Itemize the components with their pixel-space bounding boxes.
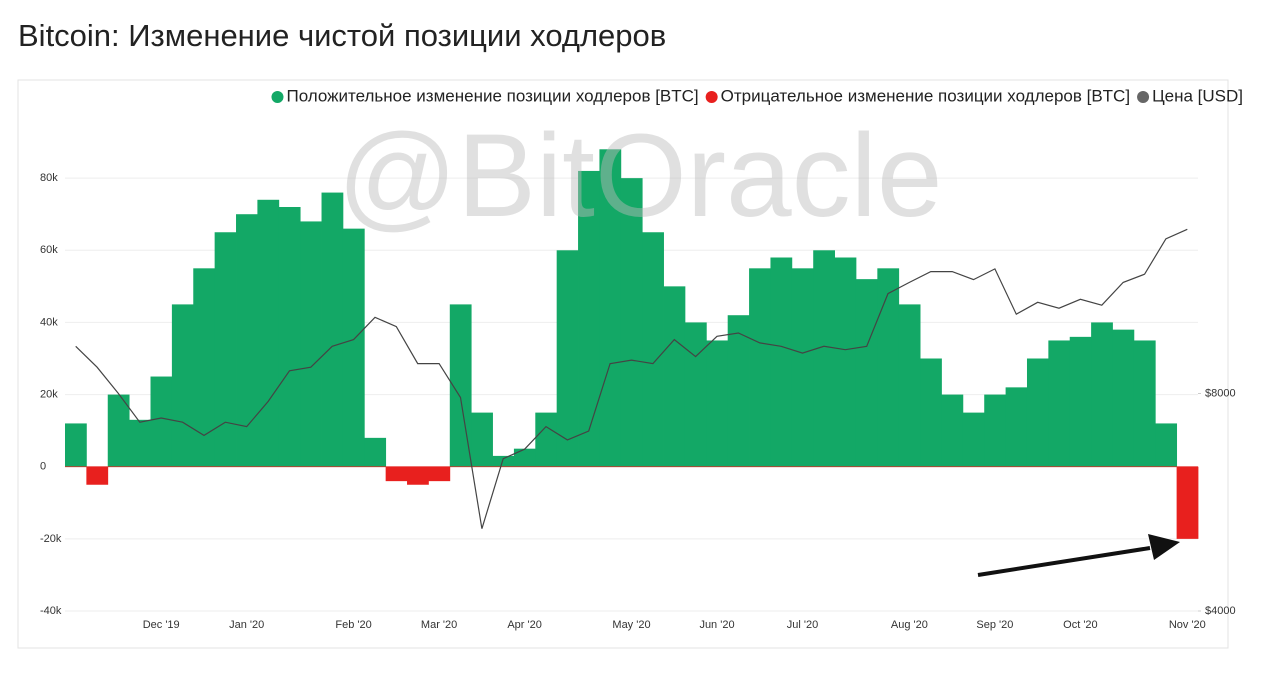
- annotation-arrow: [977, 534, 1180, 577]
- bar: [962, 412, 985, 467]
- bars: [65, 149, 1199, 539]
- x-tick-label: Feb '20: [335, 619, 371, 631]
- bar: [727, 315, 750, 467]
- y-tick-label: -40k: [40, 605, 62, 617]
- bar: [556, 250, 579, 467]
- legend: Цена [USD] Отрицательное изменение позици…: [271, 86, 1243, 105]
- bar: [257, 199, 280, 467]
- chart-title: Bitcoin: Изменение чистой позиции ходлер…: [18, 18, 666, 53]
- arrow-head: [1148, 534, 1180, 560]
- bar: [920, 358, 942, 467]
- y2-tick-label: $8000: [1205, 387, 1236, 399]
- bar: [492, 455, 515, 467]
- y-tick-label: 20k: [40, 388, 58, 400]
- bar: [599, 149, 622, 467]
- bar: [620, 178, 643, 467]
- bar: [642, 232, 664, 467]
- y-tick-label: -20k: [40, 533, 62, 545]
- bar: [1091, 322, 1113, 467]
- x-tick-label: Apr '20: [507, 619, 542, 631]
- bar: [877, 268, 900, 467]
- bar: [663, 286, 686, 467]
- lines: [75, 228, 1188, 529]
- y-tick-label: 80k: [40, 172, 58, 184]
- x-tick-label: Aug '20: [891, 619, 928, 631]
- bar: [1026, 358, 1049, 467]
- x-tick-label: Jun '20: [699, 619, 734, 631]
- chart-panel: [17, 79, 1229, 649]
- watermark: @BitOracle: [337, 110, 942, 242]
- y-tick-label: 60k: [40, 244, 58, 256]
- bar: [428, 466, 451, 482]
- bar: [984, 394, 1007, 467]
- bar: [236, 214, 258, 467]
- labels: -40k -20k 0 20k 40k 60k 80k $4000 $8000 Dec '19 Ja…: [40, 172, 1236, 631]
- arrow-shaft: [977, 546, 1151, 577]
- legend-label: Отрицательное изменение позиции ходлеров…: [721, 86, 1130, 105]
- bar: [684, 322, 707, 467]
- bar: [1155, 423, 1178, 467]
- bar: [749, 268, 771, 467]
- bar: [471, 412, 493, 467]
- bar: [129, 419, 151, 467]
- x-tick-label: Sep '20: [976, 619, 1013, 631]
- x-tick-label: Dec '19: [143, 619, 180, 631]
- bar: [364, 437, 387, 467]
- price-line: [75, 228, 1188, 529]
- bar: [1133, 340, 1156, 467]
- bar: [513, 448, 536, 467]
- x-tick-label: Mar '20: [421, 619, 457, 631]
- bar: [535, 412, 558, 467]
- bar: [1176, 466, 1199, 539]
- x-tick-label: Nov '20: [1169, 619, 1206, 631]
- bar: [855, 279, 878, 467]
- bar: [449, 304, 472, 467]
- bar: [407, 466, 429, 485]
- bar: [193, 268, 216, 467]
- bar: [321, 192, 344, 467]
- y-tick-label: 0: [40, 461, 46, 473]
- bar: [813, 250, 835, 467]
- y-tick-label: 40k: [40, 316, 58, 328]
- bar: [834, 257, 857, 467]
- bar: [1048, 340, 1071, 467]
- legend-label: Положительное изменение позиции ходлеров…: [286, 86, 698, 105]
- bar: [278, 207, 301, 467]
- bar: [791, 268, 814, 467]
- y2-tick-label: $4000: [1205, 605, 1236, 617]
- bar: [770, 257, 793, 467]
- bar: [385, 466, 408, 482]
- bar: [214, 232, 237, 467]
- bar: [86, 466, 109, 485]
- legend-marker: [1137, 91, 1150, 103]
- x-tick-label: Oct '20: [1063, 619, 1098, 631]
- x-tick-label: Jul '20: [787, 619, 818, 631]
- bar: [1005, 387, 1028, 467]
- bar: [150, 376, 173, 467]
- bar: [342, 228, 365, 467]
- x-tick-label: Jan '20: [229, 619, 264, 631]
- bar: [107, 394, 130, 467]
- bar: [1069, 336, 1092, 467]
- x-tick-label: May '20: [612, 619, 650, 631]
- bar: [65, 423, 87, 467]
- legend-label: Цена [USD]: [1152, 86, 1243, 105]
- bar: [171, 304, 194, 467]
- legend-marker: [705, 91, 718, 103]
- bar: [1112, 329, 1135, 467]
- bar: [300, 221, 322, 467]
- bar: [706, 340, 729, 467]
- bar: [898, 304, 921, 467]
- bar: [578, 170, 600, 467]
- bar: [941, 394, 964, 467]
- legend-marker: [271, 91, 284, 103]
